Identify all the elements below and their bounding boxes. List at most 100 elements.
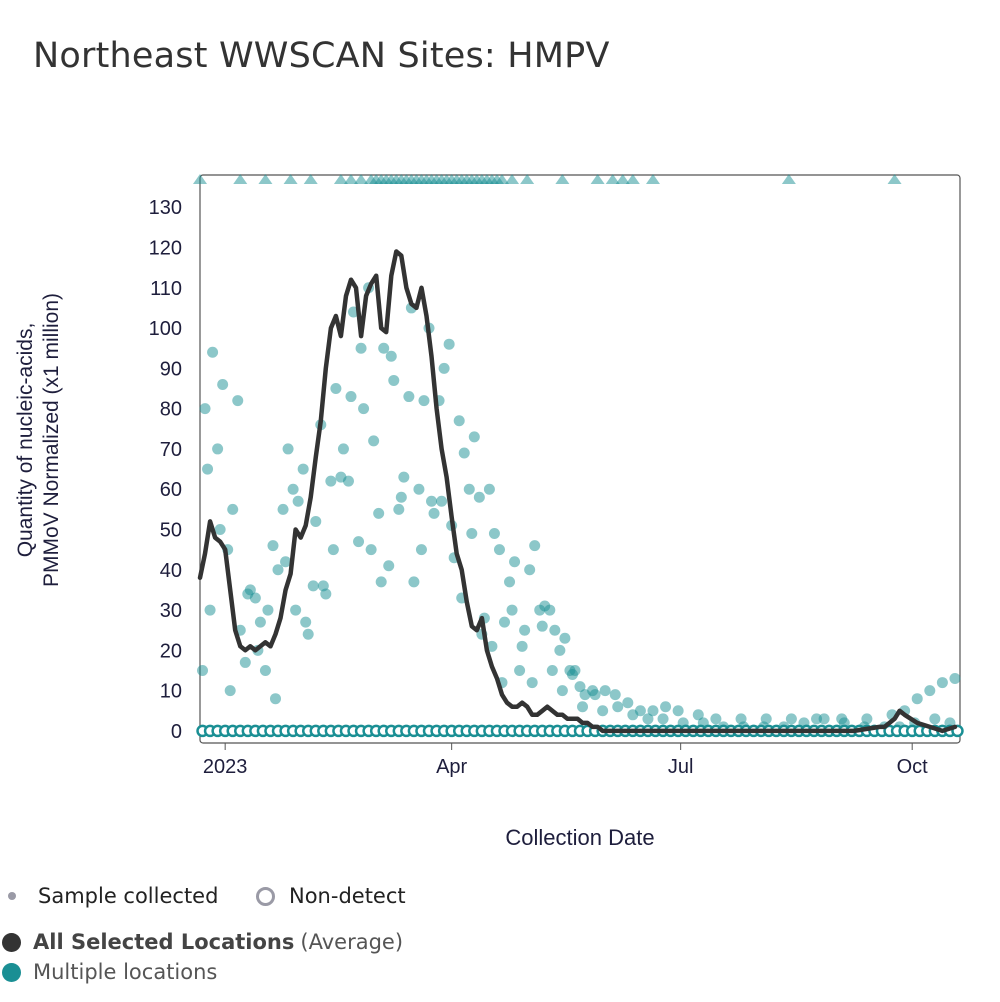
sample-point[interactable] (199, 403, 211, 415)
sample-point[interactable] (395, 491, 407, 503)
sample-point[interactable] (672, 705, 684, 717)
sample-point[interactable] (509, 556, 521, 568)
sample-point[interactable] (269, 693, 281, 705)
sample-point[interactable] (398, 471, 410, 483)
sample-point[interactable] (408, 576, 420, 588)
sample-point[interactable] (516, 640, 528, 652)
sample-point[interactable] (488, 528, 500, 540)
above-range-marker[interactable] (283, 174, 298, 184)
sample-point[interactable] (202, 463, 214, 475)
sample-point[interactable] (290, 604, 302, 616)
sample-point[interactable] (345, 391, 357, 403)
above-range-marker[interactable] (303, 174, 318, 184)
above-range-marker[interactable] (193, 174, 207, 184)
above-range-marker[interactable] (520, 174, 535, 184)
legend-average[interactable]: All Selected Locations (Average) (2, 930, 403, 954)
sample-point[interactable] (383, 560, 395, 572)
sample-point[interactable] (536, 620, 548, 632)
above-range-marker[interactable] (333, 174, 348, 184)
sample-point[interactable] (599, 685, 611, 697)
sample-point[interactable] (287, 483, 299, 495)
above-range-marker[interactable] (605, 174, 620, 184)
sample-point[interactable] (483, 483, 495, 495)
sample-point[interactable] (388, 374, 400, 386)
sample-point[interactable] (428, 507, 440, 519)
sample-point[interactable] (335, 471, 347, 483)
sample-point[interactable] (214, 523, 226, 535)
sample-point[interactable] (438, 362, 450, 374)
sample-point[interactable] (458, 447, 470, 459)
sample-point[interactable] (267, 540, 279, 552)
sample-point[interactable] (204, 604, 216, 616)
sample-point[interactable] (549, 624, 561, 636)
above-range-marker[interactable] (343, 174, 358, 184)
above-range-marker[interactable] (645, 174, 660, 184)
above-range-marker[interactable] (887, 174, 902, 184)
sample-point[interactable] (378, 342, 390, 354)
sample-point[interactable] (463, 483, 475, 495)
sample-point[interactable] (310, 515, 322, 527)
sample-point[interactable] (499, 616, 511, 628)
sample-point[interactable] (785, 713, 797, 725)
sample-point[interactable] (597, 705, 609, 717)
sample-point[interactable] (657, 713, 669, 725)
legend-sample[interactable]: Sample collected (8, 884, 218, 908)
sample-point[interactable] (504, 576, 516, 588)
above-range-marker[interactable] (555, 174, 570, 184)
sample-point[interactable] (355, 342, 367, 354)
sample-point[interactable] (227, 503, 239, 515)
sample-point[interactable] (413, 483, 425, 495)
sample-point[interactable] (924, 685, 936, 697)
sample-point[interactable] (280, 556, 292, 568)
sample-point[interactable] (254, 616, 266, 628)
sample-point[interactable] (317, 580, 329, 592)
sample-point[interactable] (297, 463, 309, 475)
sample-point[interactable] (418, 395, 430, 407)
sample-point[interactable] (282, 443, 294, 455)
above-range-marker[interactable] (354, 174, 369, 184)
above-range-marker[interactable] (505, 174, 520, 184)
sample-point[interactable] (239, 656, 251, 668)
sample-point[interactable] (232, 395, 244, 407)
sample-point[interactable] (692, 709, 704, 721)
sample-point[interactable] (660, 701, 672, 713)
sample-point[interactable] (526, 677, 538, 689)
above-range-marker[interactable] (233, 174, 248, 184)
above-range-marker[interactable] (590, 174, 605, 184)
sample-point[interactable] (358, 403, 370, 415)
sample-point[interactable] (262, 604, 274, 616)
above-range-marker[interactable] (615, 174, 630, 184)
sample-point[interactable] (544, 604, 556, 616)
sample-point[interactable] (307, 580, 319, 592)
sample-point[interactable] (224, 685, 236, 697)
sample-point[interactable] (466, 528, 478, 540)
sample-point[interactable] (642, 713, 654, 725)
legend-multiple[interactable]: Multiple locations (2, 960, 217, 984)
sample-point[interactable] (375, 576, 387, 588)
sample-point[interactable] (506, 604, 518, 616)
sample-point[interactable] (330, 383, 342, 395)
sample-point[interactable] (622, 697, 634, 709)
sample-point[interactable] (546, 664, 558, 676)
sample-point[interactable] (529, 540, 541, 552)
sample-point[interactable] (197, 664, 209, 676)
sample-point[interactable] (818, 713, 830, 725)
sample-point[interactable] (524, 564, 536, 576)
sample-point[interactable] (353, 536, 365, 548)
sample-point[interactable] (587, 685, 599, 697)
sample-point[interactable] (436, 495, 448, 507)
sample-point[interactable] (300, 616, 312, 628)
sample-point[interactable] (949, 673, 961, 685)
sample-point[interactable] (514, 664, 526, 676)
sample-point[interactable] (259, 664, 271, 676)
average-line[interactable] (197, 249, 958, 734)
sample-point[interactable] (325, 475, 337, 487)
sample-point[interactable] (292, 495, 304, 507)
sample-point[interactable] (327, 544, 339, 556)
above-range-marker[interactable] (494, 174, 509, 184)
sample-point[interactable] (242, 588, 254, 600)
sample-point[interactable] (443, 338, 455, 350)
sample-point[interactable] (453, 415, 465, 427)
sample-point[interactable] (609, 689, 621, 701)
sample-point[interactable] (486, 640, 498, 652)
